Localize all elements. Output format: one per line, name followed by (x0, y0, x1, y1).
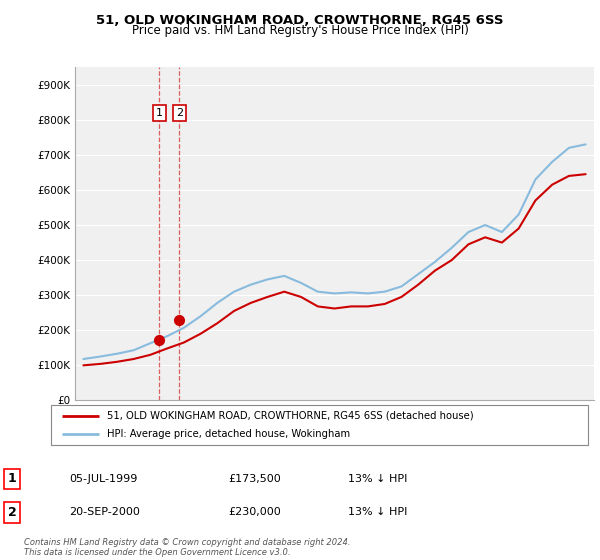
Text: £230,000: £230,000 (228, 507, 281, 517)
Text: Price paid vs. HM Land Registry's House Price Index (HPI): Price paid vs. HM Land Registry's House … (131, 24, 469, 37)
Text: 13% ↓ HPI: 13% ↓ HPI (348, 507, 407, 517)
Text: 1: 1 (156, 108, 163, 118)
Text: 20-SEP-2000: 20-SEP-2000 (69, 507, 140, 517)
Text: 1: 1 (8, 472, 16, 486)
FancyBboxPatch shape (51, 405, 588, 445)
Text: 2: 2 (8, 506, 16, 519)
Text: 51, OLD WOKINGHAM ROAD, CROWTHORNE, RG45 6SS (detached house): 51, OLD WOKINGHAM ROAD, CROWTHORNE, RG45… (107, 411, 474, 421)
Text: 2: 2 (176, 108, 183, 118)
Text: Contains HM Land Registry data © Crown copyright and database right 2024.
This d: Contains HM Land Registry data © Crown c… (24, 538, 350, 557)
Text: 51, OLD WOKINGHAM ROAD, CROWTHORNE, RG45 6SS: 51, OLD WOKINGHAM ROAD, CROWTHORNE, RG45… (96, 14, 504, 27)
Text: 05-JUL-1999: 05-JUL-1999 (69, 474, 137, 484)
Text: £173,500: £173,500 (228, 474, 281, 484)
Text: 13% ↓ HPI: 13% ↓ HPI (348, 474, 407, 484)
Text: HPI: Average price, detached house, Wokingham: HPI: Average price, detached house, Woki… (107, 430, 350, 439)
